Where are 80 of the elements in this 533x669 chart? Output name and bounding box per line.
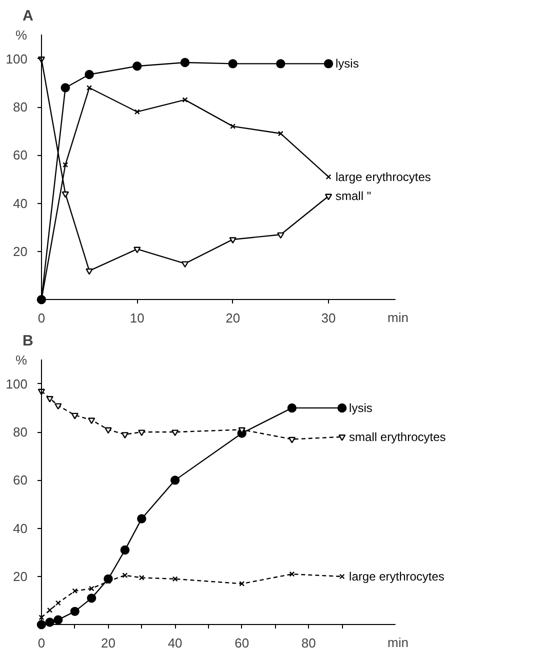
y-tick-label: 40: [12, 196, 28, 211]
point: [62, 191, 69, 198]
point: [55, 600, 61, 606]
point: [71, 412, 78, 420]
point: [72, 588, 78, 594]
point: [172, 576, 178, 582]
x-axis-title: min: [388, 310, 408, 326]
point: [287, 403, 297, 413]
point: [38, 614, 44, 620]
x-tick-label: 60: [234, 636, 250, 651]
point: [324, 59, 334, 68]
point: [138, 430, 146, 436]
point: [54, 403, 62, 410]
series-label: lysis: [336, 56, 359, 71]
point: [337, 403, 347, 413]
series-label: small ": [336, 189, 372, 204]
point: [276, 59, 286, 68]
point: [277, 232, 284, 239]
point: [229, 237, 236, 244]
point: [88, 586, 94, 592]
point: [62, 162, 68, 168]
point: [289, 571, 295, 577]
x-tick-label: 30: [321, 310, 336, 326]
y-tick-label: 20: [12, 244, 28, 260]
point: [180, 58, 190, 68]
point: [239, 581, 245, 586]
x-tick-label: 0: [38, 636, 46, 651]
x-tick-label: 10: [130, 310, 144, 326]
point: [121, 432, 129, 439]
point: [86, 594, 96, 603]
point: [60, 83, 70, 92]
point: [84, 70, 94, 80]
point: [278, 130, 284, 136]
point: [122, 572, 128, 578]
y-tick-label: 40: [12, 520, 28, 536]
series-label: large erythrocytes: [336, 170, 431, 184]
x-axis-title: min: [388, 635, 408, 650]
point: [182, 97, 188, 103]
y-tick-label: 80: [12, 100, 28, 115]
point: [46, 396, 54, 402]
point: [339, 574, 345, 580]
y-tick-label: 60: [12, 148, 28, 163]
chart-title: A: [22, 8, 34, 24]
x-tick-label: 80: [301, 636, 316, 651]
point: [134, 109, 140, 115]
series-label: small erythrocytes: [349, 430, 446, 444]
point: [228, 59, 238, 68]
y-tick-label: 20: [12, 569, 28, 584]
x-tick-label: 40: [168, 636, 182, 651]
point: [86, 268, 93, 275]
series-label: lysis: [349, 400, 372, 415]
point: [88, 418, 96, 424]
x-tick-label: 20: [101, 636, 116, 651]
y-axis-title: %: [15, 352, 28, 368]
point: [170, 476, 180, 485]
point: [47, 607, 53, 613]
x-tick-label: 20: [226, 310, 240, 326]
point: [138, 574, 144, 580]
point: [104, 427, 112, 434]
point: [324, 194, 332, 200]
chart-title: B: [22, 332, 34, 350]
y-axis-title: %: [15, 27, 28, 42]
point: [181, 261, 189, 268]
point: [120, 545, 130, 555]
point: [134, 246, 141, 254]
point: [171, 430, 179, 436]
y-tick-label: 60: [12, 472, 28, 488]
point: [338, 434, 346, 441]
x-tick-label: 0: [38, 310, 46, 326]
series-label: large erythrocytes: [349, 570, 444, 584]
point: [288, 436, 296, 444]
point: [70, 606, 80, 616]
point: [86, 85, 92, 90]
point: [230, 124, 236, 130]
y-tick-label: 80: [12, 424, 28, 440]
point: [132, 62, 142, 71]
y-tick-label: 100: [6, 51, 28, 66]
point: [54, 615, 63, 624]
point: [137, 514, 146, 524]
y-tick-label: 100: [6, 376, 28, 392]
